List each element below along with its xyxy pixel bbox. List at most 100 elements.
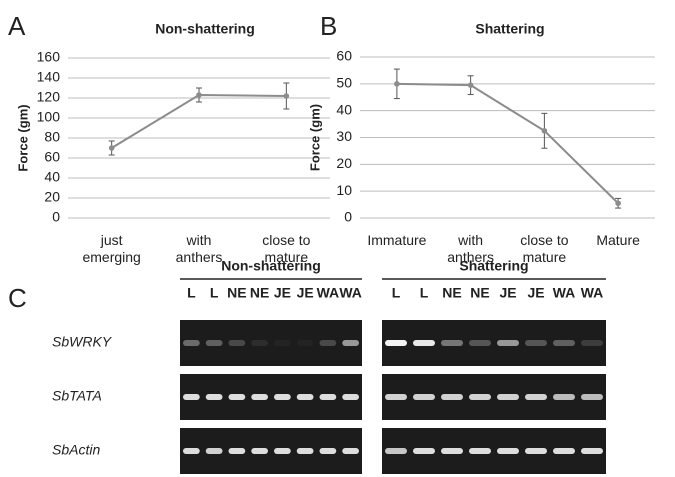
x-tick-label: with anthers xyxy=(162,232,236,266)
gel-band xyxy=(274,394,291,400)
lane-label: NE xyxy=(470,285,489,301)
y-axis-label: Force (gm) xyxy=(15,104,30,171)
gel-band xyxy=(497,394,519,400)
gel-band xyxy=(469,340,491,346)
x-tick-label: Mature xyxy=(581,232,655,249)
gel-band xyxy=(497,448,519,454)
point xyxy=(284,93,290,99)
x-tick-label: Immature xyxy=(360,232,434,249)
data-line xyxy=(397,84,618,203)
lane-label: WA xyxy=(553,285,576,301)
gel-band xyxy=(525,394,547,400)
gel-band xyxy=(385,340,407,346)
point xyxy=(542,128,548,134)
lane-label: L xyxy=(420,285,429,301)
panel-label: B xyxy=(320,11,337,41)
gel-band xyxy=(553,448,575,454)
gel-band xyxy=(229,394,246,400)
chart-title: Shattering xyxy=(475,21,544,37)
lane-label: L xyxy=(187,285,196,301)
x-tick-label: with anthers xyxy=(434,232,508,266)
gel-band xyxy=(385,448,407,454)
gel-band xyxy=(251,394,268,400)
lane-label: WA xyxy=(317,285,340,301)
gene-label: SbTATA xyxy=(52,388,102,404)
y-tick-label: 160 xyxy=(37,49,61,65)
lane-label: L xyxy=(210,285,219,301)
y-tick-label: 140 xyxy=(37,69,61,85)
gel-band xyxy=(385,394,407,400)
y-tick-label: 50 xyxy=(336,75,352,91)
x-tick-label: just emerging xyxy=(75,232,149,266)
lane-label: JE xyxy=(527,285,544,301)
point xyxy=(468,82,474,88)
y-tick-label: 30 xyxy=(336,128,352,144)
y-tick-label: 80 xyxy=(44,129,60,145)
gel-band xyxy=(469,394,491,400)
gel-band xyxy=(251,448,268,454)
gel-band xyxy=(297,394,314,400)
gene-label: SbActin xyxy=(52,442,100,458)
lane-label: JE xyxy=(499,285,516,301)
y-tick-label: 10 xyxy=(336,182,352,198)
gel-band xyxy=(497,340,519,346)
gel-band xyxy=(469,448,491,454)
gel-band xyxy=(251,340,268,346)
gel-band xyxy=(525,448,547,454)
y-tick-label: 60 xyxy=(44,149,60,165)
y-tick-label: 20 xyxy=(44,189,60,205)
y-axis-label: Force (gm) xyxy=(307,104,322,171)
y-tick-label: 40 xyxy=(336,101,352,117)
lane-label: L xyxy=(392,285,401,301)
gel-band xyxy=(525,340,547,346)
lane-label: NE xyxy=(227,285,246,301)
gel-band xyxy=(342,340,359,346)
gel-band xyxy=(206,340,223,346)
point xyxy=(394,81,400,87)
gel-band xyxy=(206,448,223,454)
gel-band xyxy=(553,394,575,400)
figure: ANon-shatteringForce (gm)020406080100120… xyxy=(0,0,675,477)
gel-band xyxy=(413,340,435,346)
gel-band xyxy=(342,394,359,400)
panel-label: A xyxy=(8,11,26,41)
gel-band xyxy=(581,340,603,346)
gel-band xyxy=(413,448,435,454)
x-tick-label: close to mature xyxy=(507,232,581,266)
x-tick-label: close to mature xyxy=(249,232,323,266)
y-tick-label: 0 xyxy=(52,209,60,225)
y-tick-label: 60 xyxy=(336,48,352,64)
gel-band xyxy=(274,340,291,346)
y-tick-label: 120 xyxy=(37,89,61,105)
gel-band xyxy=(274,448,291,454)
y-tick-label: 40 xyxy=(44,169,60,185)
lane-label: WA xyxy=(581,285,604,301)
chart-title: Non-shattering xyxy=(155,21,255,37)
gel-band xyxy=(320,340,337,346)
gel-band xyxy=(581,448,603,454)
lane-label: JE xyxy=(274,285,291,301)
gel-band xyxy=(183,340,200,346)
point xyxy=(615,200,621,206)
gene-label: SbWRKY xyxy=(52,334,113,350)
lane-label: NE xyxy=(442,285,461,301)
panel-label: C xyxy=(8,283,27,313)
y-tick-label: 0 xyxy=(344,209,352,225)
y-tick-label: 20 xyxy=(336,155,352,171)
lane-label: NE xyxy=(250,285,269,301)
lane-label: WA xyxy=(339,285,362,301)
gel-band xyxy=(320,448,337,454)
gel-band xyxy=(229,448,246,454)
gel-band xyxy=(183,448,200,454)
gel-band xyxy=(441,394,463,400)
gel-band xyxy=(183,394,200,400)
gel-band xyxy=(441,448,463,454)
gel-band xyxy=(441,340,463,346)
y-tick-label: 100 xyxy=(37,109,61,125)
data-line xyxy=(112,95,287,148)
gel-band xyxy=(581,394,603,400)
gel-band xyxy=(320,394,337,400)
gel-band xyxy=(229,340,246,346)
gel-band xyxy=(206,394,223,400)
gel-band xyxy=(297,340,314,346)
